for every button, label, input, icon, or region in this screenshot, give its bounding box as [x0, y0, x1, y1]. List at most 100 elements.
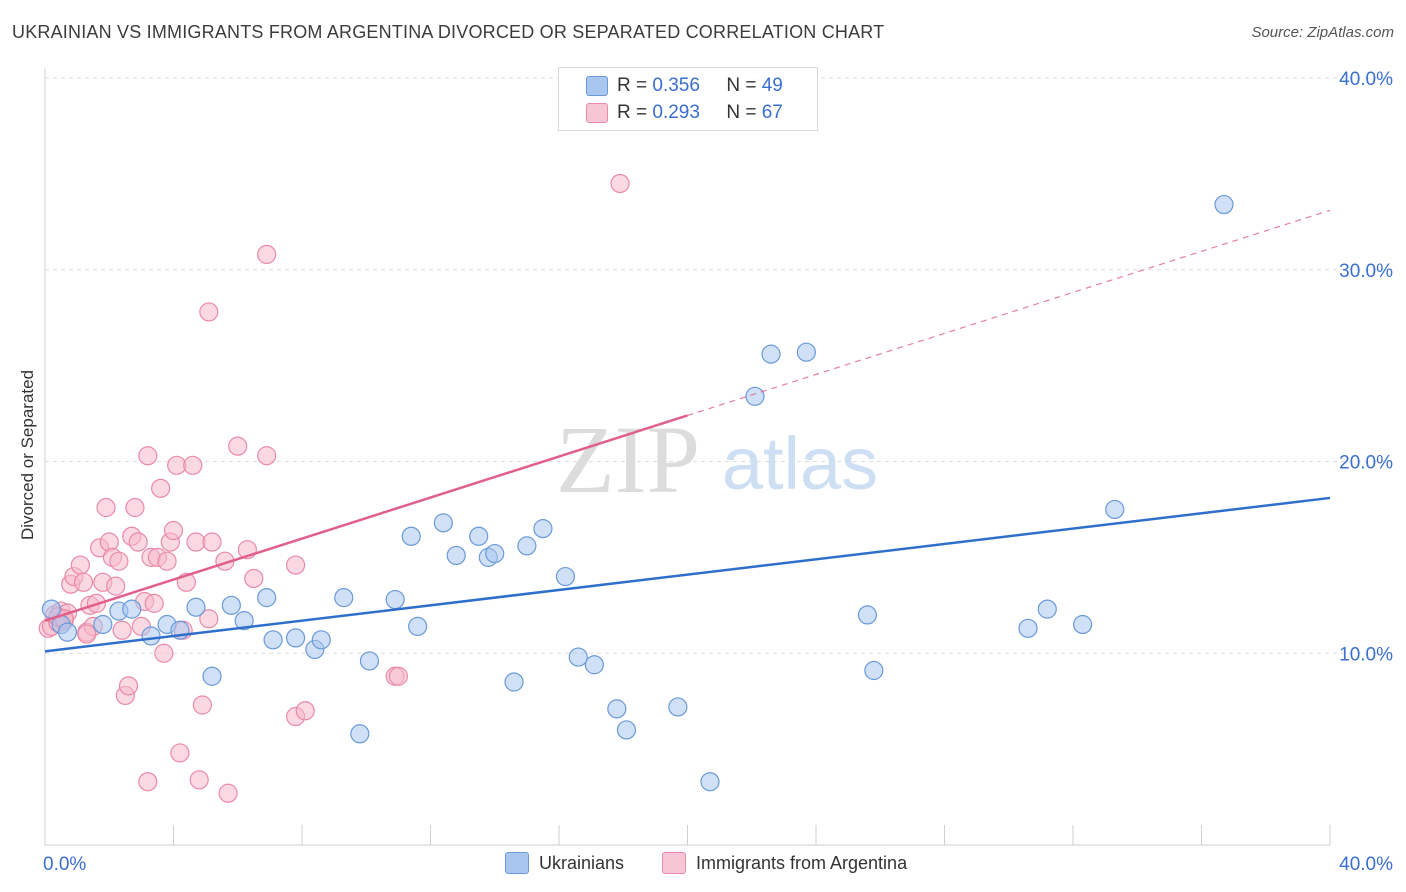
data-point-ukrainians — [401, 526, 421, 546]
data-point-ukrainians — [533, 519, 553, 539]
data-point-ukrainians — [864, 660, 884, 681]
data-point-ukrainians — [311, 630, 331, 650]
n-value: 67 — [761, 102, 783, 123]
data-point-argentina — [77, 624, 97, 644]
data-point-argentina — [163, 520, 184, 541]
data-point-ukrainians — [57, 622, 78, 642]
data-point-argentina — [109, 551, 129, 571]
data-point-ukrainians — [1214, 194, 1234, 215]
data-point-ukrainians — [700, 772, 720, 792]
data-point-ukrainians — [446, 545, 466, 566]
data-point-ukrainians — [607, 699, 627, 719]
data-point-ukrainians — [93, 614, 113, 635]
data-point-argentina — [228, 436, 248, 456]
data-point-argentina — [112, 620, 132, 640]
data-point-argentina — [70, 555, 90, 575]
series-legend: Ukrainians Immigrants from Argentina — [0, 850, 1406, 880]
data-point-ukrainians — [221, 595, 241, 615]
r-label: R = — [617, 102, 653, 123]
data-point-ukrainians — [408, 616, 428, 637]
y-tick-label: 20.0% — [1339, 453, 1393, 474]
data-point-argentina — [189, 770, 209, 790]
data-point-ukrainians — [1073, 614, 1093, 635]
data-point-ukrainians — [234, 611, 254, 631]
data-point-argentina — [610, 173, 630, 194]
data-point-ukrainians — [122, 599, 142, 619]
series-ukrainians-points — [41, 194, 1234, 792]
data-point-ukrainians — [469, 526, 489, 546]
data-point-ukrainians — [485, 543, 505, 564]
y-tick-label: 30.0% — [1339, 261, 1393, 282]
data-point-ukrainians — [202, 666, 222, 686]
series-argentina-points — [38, 173, 630, 803]
data-point-ukrainians — [385, 589, 405, 610]
data-point-argentina — [285, 555, 306, 575]
data-point-ukrainians — [745, 386, 765, 406]
data-point-argentina — [295, 701, 315, 721]
data-point-ukrainians — [568, 647, 588, 667]
data-point-ukrainians — [334, 588, 354, 608]
r-label: R = — [617, 75, 653, 96]
n-value: 49 — [761, 75, 783, 96]
data-point-argentina — [144, 593, 164, 613]
data-point-argentina — [128, 532, 148, 552]
legend-swatch-ukrainians — [505, 852, 529, 874]
data-point-argentina — [125, 497, 145, 518]
watermark-zip: ZIP — [556, 406, 700, 513]
data-point-argentina — [257, 446, 277, 466]
data-point-ukrainians — [504, 672, 524, 692]
trend-line-argentina — [44, 414, 688, 622]
legend-swatch-ukrainians — [586, 76, 608, 96]
data-point-ukrainians — [186, 597, 206, 617]
legend-swatch-argentina — [586, 103, 608, 123]
data-point-ukrainians — [263, 630, 283, 650]
stats-row-ukrainians: R = 0.356 N = 49 — [586, 74, 783, 98]
data-point-ukrainians — [616, 720, 637, 740]
data-point-ukrainians — [433, 513, 453, 533]
data-point-argentina — [138, 772, 158, 792]
data-point-ukrainians — [796, 342, 816, 362]
trend-lines — [44, 209, 1331, 653]
x-tick-label: 0.0% — [43, 854, 86, 875]
legend-swatch-argentina — [662, 852, 686, 874]
data-point-ukrainians — [1037, 599, 1057, 619]
data-point-ukrainians — [141, 626, 161, 646]
data-point-ukrainians — [350, 724, 370, 744]
x-tick-label: 40.0% — [1339, 854, 1393, 875]
data-point-argentina — [218, 783, 238, 803]
stats-row-argentina: R = 0.293 N = 67 — [586, 101, 783, 125]
data-point-argentina — [106, 576, 126, 596]
data-point-argentina — [257, 244, 277, 265]
data-point-ukrainians — [555, 566, 576, 587]
data-point-ukrainians — [857, 605, 878, 625]
data-point-ukrainians — [584, 655, 604, 675]
data-point-argentina — [192, 695, 213, 715]
data-point-argentina — [170, 743, 190, 763]
data-point-ukrainians — [257, 588, 277, 608]
legend-label-argentina: Immigrants from Argentina — [696, 852, 908, 873]
watermark-atlas: atlas — [722, 422, 878, 505]
data-point-argentina — [167, 455, 187, 475]
n-label: N = — [726, 75, 762, 96]
r-value: 0.293 — [652, 102, 700, 123]
legend-item-ukrainians: Ukrainians — [505, 852, 624, 874]
axes — [44, 68, 1331, 846]
data-point-argentina — [183, 455, 203, 475]
data-point-ukrainians — [285, 628, 306, 648]
data-point-argentina — [151, 478, 171, 498]
data-point-ukrainians — [359, 651, 380, 671]
data-point-argentina — [118, 676, 139, 696]
data-point-ukrainians — [1018, 618, 1038, 638]
trend-line-ukrainians — [44, 496, 1331, 653]
stats-legend: R = 0.356 N = 49 R = 0.293 N = 67 — [558, 67, 818, 131]
chart-title: UKRAINIAN VS IMMIGRANTS FROM ARGENTINA D… — [12, 22, 885, 42]
data-point-argentina — [244, 568, 264, 589]
n-label: N = — [726, 102, 762, 123]
data-point-argentina — [388, 666, 408, 686]
source-label: Source: ZipAtlas.com — [1251, 24, 1394, 41]
legend-label-ukrainians: Ukrainians — [539, 852, 625, 873]
data-point-ukrainians — [761, 344, 781, 364]
gridlines — [45, 77, 1392, 654]
data-point-argentina — [138, 446, 158, 466]
